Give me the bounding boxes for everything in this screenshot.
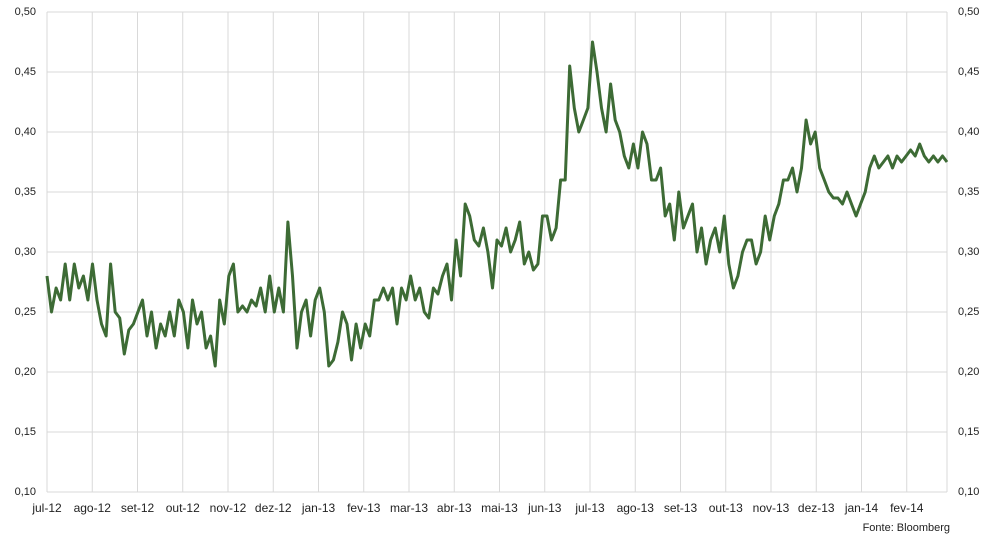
y-tick-label: 0,45 <box>15 66 36 78</box>
x-tick-label: nov-12 <box>210 501 247 515</box>
x-tick-label: jul-12 <box>31 501 62 515</box>
y2-tick-label: 0,30 <box>958 246 979 258</box>
y-tick-label: 0,40 <box>15 126 36 138</box>
x-tick-label: jan-13 <box>301 501 336 515</box>
x-tick-label: dez-12 <box>255 501 292 515</box>
y-tick-label: 0,25 <box>15 306 36 318</box>
x-tick-label: set-13 <box>664 501 698 515</box>
x-tick-label: dez-13 <box>798 501 835 515</box>
y2-tick-label: 0,50 <box>958 6 979 18</box>
x-tick-label: jul-13 <box>574 501 605 515</box>
x-tick-label: fev-13 <box>347 501 381 515</box>
y2-tick-label: 0,40 <box>958 126 979 138</box>
y2-tick-label: 0,20 <box>958 366 979 378</box>
y2-tick-label: 0,10 <box>958 486 979 498</box>
y2-tick-label: 0,45 <box>958 66 979 78</box>
x-tick-label: set-12 <box>121 501 155 515</box>
x-tick-label: mar-13 <box>390 501 428 515</box>
x-tick-label: nov-13 <box>753 501 790 515</box>
y-tick-label: 0,35 <box>15 186 36 198</box>
x-tick-label: out-13 <box>709 501 743 515</box>
y-tick-label: 0,15 <box>15 426 36 438</box>
data-line <box>45 40 949 368</box>
x-tick-label: jan-14 <box>844 501 879 515</box>
x-tick-label: mai-13 <box>481 501 518 515</box>
x-tick-label: ago-13 <box>617 501 655 515</box>
source-note: Fonte: Bloomberg <box>863 522 950 534</box>
y-tick-label: 0,10 <box>15 486 36 498</box>
y2-tick-label: 0,25 <box>958 306 979 318</box>
x-tick-label: abr-13 <box>437 501 472 515</box>
x-tick-label: jun-13 <box>527 501 562 515</box>
y-tick-label: 0,30 <box>15 246 36 258</box>
x-tick-label: ago-12 <box>74 501 112 515</box>
x-tick-label: fev-14 <box>890 501 924 515</box>
y2-tick-label: 0,35 <box>958 186 979 198</box>
y2-tick-label: 0,15 <box>958 426 979 438</box>
y-tick-label: 0,50 <box>15 6 36 18</box>
y-tick-label: 0,20 <box>15 366 36 378</box>
x-tick-label: out-12 <box>166 501 200 515</box>
